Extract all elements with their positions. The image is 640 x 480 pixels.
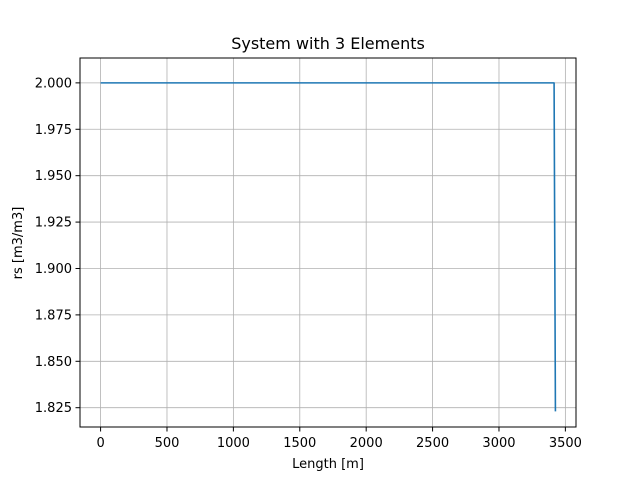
y-tick-label: 2.000 xyxy=(35,76,72,91)
series-line-1 xyxy=(100,82,557,412)
chart-title: System with 3 Elements xyxy=(231,34,425,53)
y-axis-label: rs [m3/m3] xyxy=(11,207,26,280)
series-layer xyxy=(100,82,557,412)
x-tick-label: 2000 xyxy=(350,436,383,451)
x-axis-ticks: 0 500 1000 1500 2000 2500 3000 3500 xyxy=(96,427,582,451)
x-tick-label: 2500 xyxy=(416,436,449,451)
x-tick-label: 3000 xyxy=(482,436,515,451)
plot-frame xyxy=(79,57,577,428)
x-axis-label: Length [m] xyxy=(292,457,364,472)
y-tick-label: 1.850 xyxy=(35,355,72,370)
x-tick-label: 0 xyxy=(96,436,104,451)
y-tick-label: 1.975 xyxy=(35,123,72,138)
y-tick-label: 1.875 xyxy=(35,308,72,323)
x-tick-label: 1000 xyxy=(217,436,250,451)
x-tick-label: 500 xyxy=(155,436,180,451)
y-tick-label: 1.925 xyxy=(35,216,72,231)
y-tick-label: 1.900 xyxy=(35,262,72,277)
y-tick-label: 1.950 xyxy=(35,169,72,184)
x-tick-label: 3500 xyxy=(549,436,582,451)
x-tick-label: 1500 xyxy=(283,436,316,451)
grid xyxy=(80,58,576,427)
y-axis-ticks: 1.825 1.850 1.875 1.900 1.925 1.950 1.975 2.000 xyxy=(35,76,80,416)
y-tick-label: 1.825 xyxy=(35,401,72,416)
